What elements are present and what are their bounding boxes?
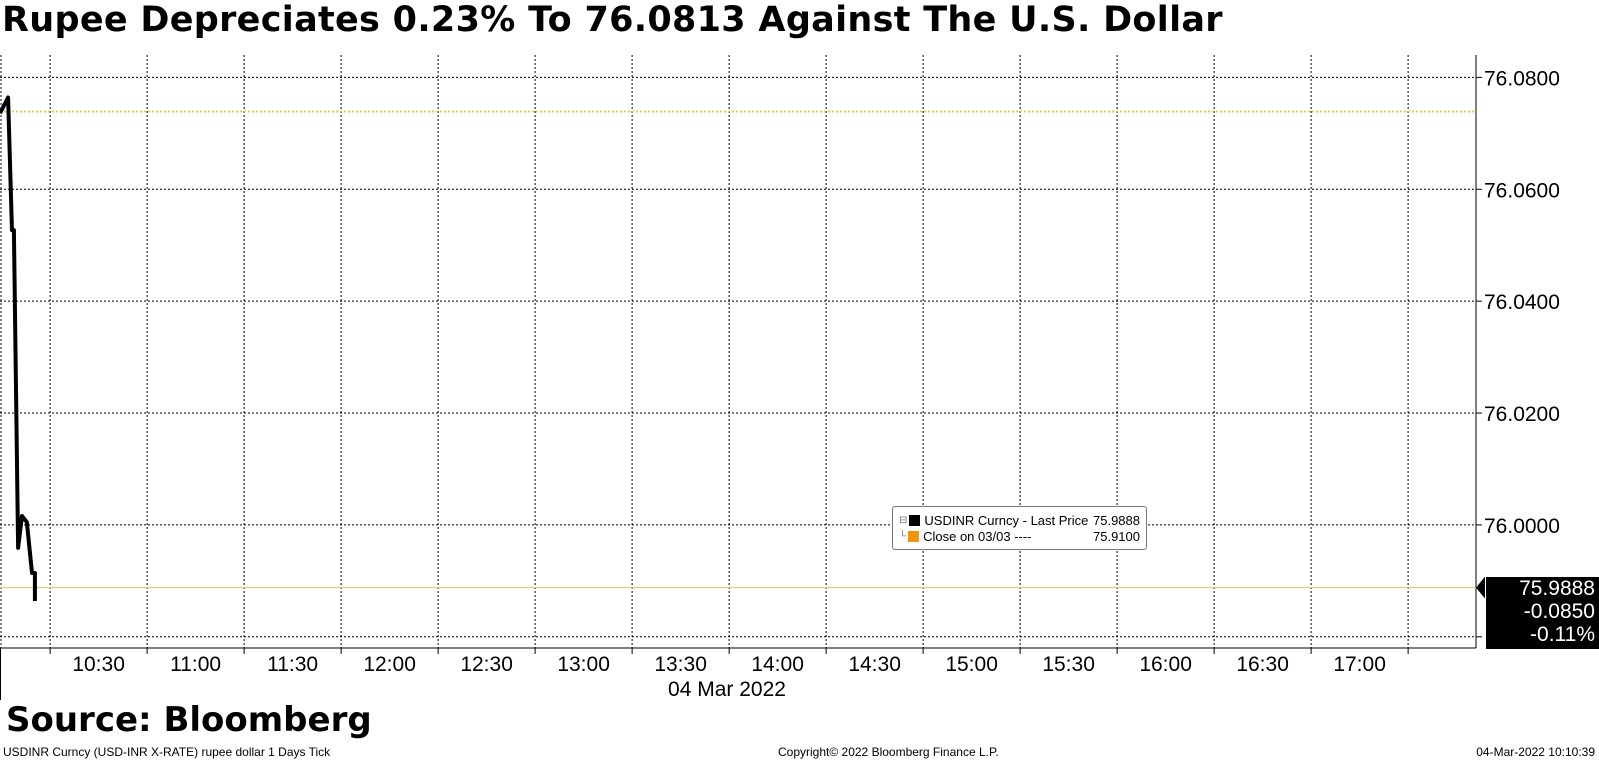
pct-change: -0.11% — [1530, 623, 1595, 646]
footer-timestamp: 04-Mar-2022 10:10:39 — [1476, 745, 1595, 759]
x-tick-label: 14:00 — [751, 653, 804, 676]
legend-swatch-orange — [908, 530, 920, 542]
x-tick-label: 12:30 — [460, 653, 513, 676]
legend-row-close: └ Close on 03/03 ---- — [899, 528, 1031, 544]
y-tick-label: 76.0400 — [1484, 291, 1560, 314]
x-tick-label: 12:00 — [363, 653, 416, 676]
legend[interactable]: ⊟ USDINR Curncy - Last Price 75.9888 └ C… — [892, 506, 1147, 550]
x-tick-label: 16:00 — [1139, 653, 1192, 676]
x-tick-label: 14:30 — [848, 653, 901, 676]
last-price: 75.9888 — [1519, 577, 1595, 600]
x-tick-label: 16:30 — [1236, 653, 1289, 676]
tree-branch-icon: └ — [899, 530, 907, 542]
footer-security: USDINR Curncy (USD-INR X-RATE) rupee dol… — [3, 745, 331, 759]
x-axis-label: 04 Mar 2022 — [668, 678, 786, 701]
legend-value: 75.9100 — [1093, 529, 1140, 544]
net-change: -0.0850 — [1523, 600, 1595, 623]
x-tick-label: 11:00 — [170, 653, 221, 676]
source-label: Source: Bloomberg — [6, 700, 372, 740]
x-tick-label: 15:00 — [945, 653, 998, 676]
x-tick-label: 11:30 — [267, 653, 318, 676]
x-tick-label: 17:00 — [1333, 653, 1386, 676]
x-tick-label: 13:30 — [654, 653, 707, 676]
collapse-icon[interactable]: ⊟ — [899, 514, 908, 526]
x-tick-label: 15:30 — [1042, 653, 1095, 676]
y-tick-label: 76.0200 — [1484, 403, 1560, 426]
legend-label: Close on 03/03 ---- — [923, 528, 1032, 544]
footer-copyright: Copyright© 2022 Bloomberg Finance L.P. — [778, 745, 999, 759]
x-tick-label: 10:30 — [72, 653, 125, 676]
y-tick-label: 76.0000 — [1484, 515, 1560, 538]
legend-label: USDINR Curncy - Last Price — [924, 512, 1089, 528]
last-price-pointer — [1476, 576, 1485, 599]
price-line — [0, 95, 37, 602]
y-tick-label: 76.0600 — [1484, 179, 1560, 202]
x-tick-label: 13:00 — [557, 653, 610, 676]
legend-swatch-black — [909, 514, 921, 526]
legend-value: 75.9888 — [1093, 513, 1140, 528]
y-tick-label: 76.0800 — [1484, 67, 1560, 90]
chart-title: Rupee Depreciates 0.23% To 76.0813 Again… — [2, 0, 1223, 40]
legend-row-last-price: ⊟ USDINR Curncy - Last Price — [899, 512, 1088, 528]
last-price-box: 75.9888 -0.0850 -0.11% — [1486, 577, 1599, 649]
